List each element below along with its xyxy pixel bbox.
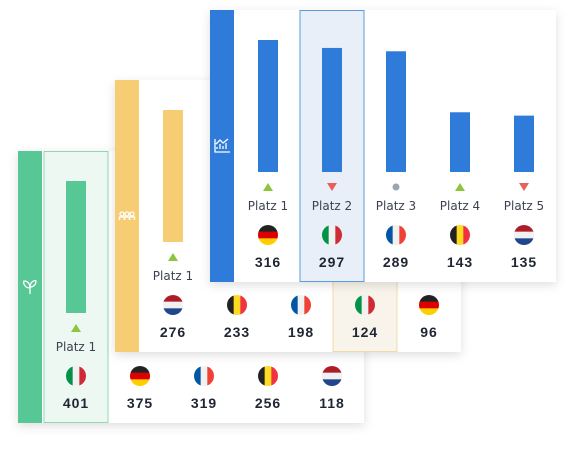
score-value: 401 [63, 395, 89, 411]
rank-label: Platz 1 [56, 340, 96, 354]
flag-icon [163, 295, 183, 315]
flag-icon [66, 366, 86, 386]
score-value: 124 [352, 324, 378, 340]
flag-icon [514, 225, 534, 245]
flag-icon [386, 225, 406, 245]
trend-up [71, 324, 81, 332]
trend-up [263, 183, 273, 191]
icon [129, 211, 135, 217]
rank-label: Platz 1 [153, 269, 193, 283]
bar [514, 115, 534, 172]
flag-icon [291, 295, 311, 315]
score-value: 289 [383, 254, 409, 270]
bar [66, 181, 86, 313]
bar [258, 40, 278, 172]
ranking-card: Platz 1 316 Platz 2 297 Platz 3 289 Platz 4 143… [210, 10, 556, 282]
flag-icon [194, 366, 214, 386]
icon [128, 216, 136, 220]
trend-down [327, 183, 337, 191]
icon [214, 138, 230, 153]
score-value: 198 [288, 324, 314, 340]
score-value: 96 [420, 324, 438, 340]
flag-icon [258, 225, 278, 245]
flag-icon [450, 225, 470, 245]
flag-icon [227, 295, 247, 315]
flag-icon [322, 366, 342, 386]
rank-label: Platz 1 [248, 199, 288, 213]
bar [450, 112, 470, 172]
bar [386, 51, 406, 172]
icon [124, 211, 130, 217]
rank-label: Platz 4 [440, 199, 480, 213]
score-value: 297 [319, 254, 345, 270]
flag-icon [419, 295, 439, 315]
trend-up [455, 183, 465, 191]
card-strip [210, 10, 234, 282]
score-value: 276 [160, 324, 186, 340]
bar [163, 110, 183, 242]
trend-up [168, 253, 178, 261]
rank-label: Platz 5 [504, 199, 544, 213]
score-value: 143 [447, 254, 473, 270]
flag-icon [258, 366, 278, 386]
score-value: 375 [127, 395, 153, 411]
score-value: 118 [319, 395, 345, 411]
flag-icon [355, 295, 375, 315]
icon [119, 211, 125, 217]
trend-same [392, 183, 400, 191]
flag-icon [130, 366, 150, 386]
flag-icon [322, 225, 342, 245]
rank-label: Platz 3 [376, 199, 416, 213]
icon [23, 280, 37, 294]
rank-label: Platz 2 [312, 199, 352, 213]
bar [322, 47, 342, 173]
score-value: 256 [255, 395, 281, 411]
score-value: 319 [191, 395, 217, 411]
score-value: 233 [224, 324, 250, 340]
score-value: 316 [255, 254, 281, 270]
score-value: 135 [511, 254, 537, 270]
trend-down [519, 183, 529, 191]
